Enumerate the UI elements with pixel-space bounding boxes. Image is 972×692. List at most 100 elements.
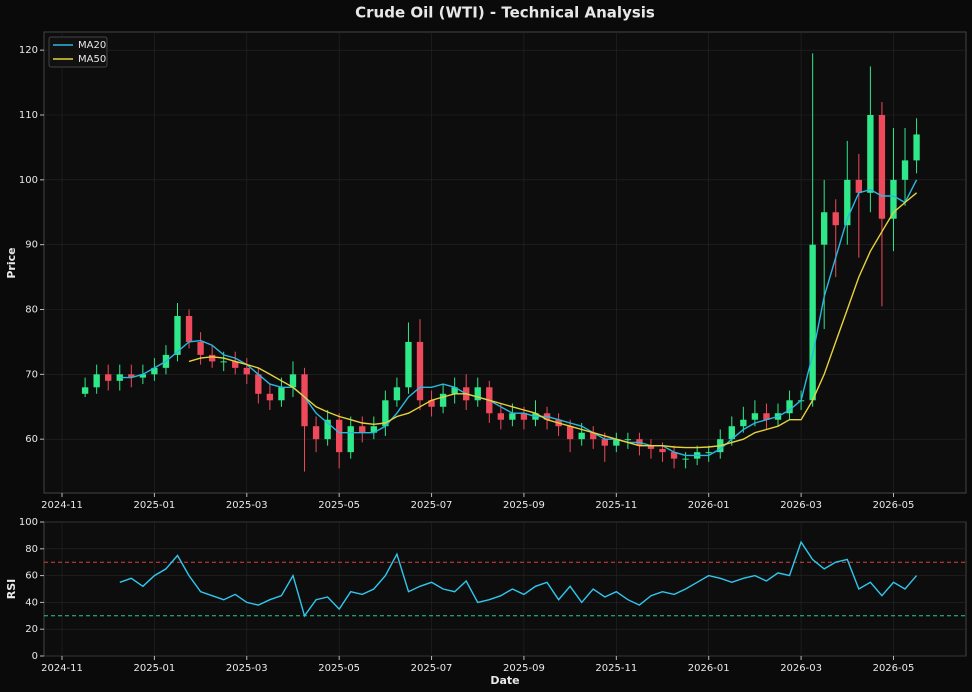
candle-body bbox=[601, 439, 608, 446]
legend-label: MA20 bbox=[78, 40, 106, 51]
candle-body bbox=[520, 413, 528, 420]
y-tick-label: 120 bbox=[19, 45, 38, 56]
candle-body bbox=[151, 367, 158, 375]
x-tick-label: 2024-11 bbox=[41, 663, 83, 674]
candle-body bbox=[359, 426, 366, 433]
candle-body bbox=[763, 413, 770, 420]
x-tick-label: 2026-05 bbox=[873, 663, 915, 674]
candle-body bbox=[278, 387, 285, 401]
candle-body bbox=[844, 179, 851, 226]
candle-body bbox=[451, 387, 458, 394]
y-axis-label: RSI bbox=[5, 579, 18, 600]
candle-body bbox=[497, 413, 505, 420]
candle-body bbox=[705, 452, 712, 454]
x-tick-label: 2026-03 bbox=[780, 663, 822, 674]
candle-body bbox=[878, 114, 886, 219]
x-tick-label: 2026-01 bbox=[688, 500, 730, 511]
y-tick-label: 100 bbox=[19, 517, 38, 528]
x-tick-label: 2025-09 bbox=[503, 663, 545, 674]
candle-body bbox=[324, 419, 331, 440]
candle-body bbox=[867, 114, 874, 193]
candle-body bbox=[105, 374, 112, 381]
candle-body bbox=[232, 361, 239, 368]
candle-body bbox=[208, 354, 216, 362]
y-tick-label: 90 bbox=[25, 240, 38, 251]
x-tick-label: 2026-01 bbox=[688, 663, 730, 674]
candle-body bbox=[382, 400, 389, 427]
legend-label: MA50 bbox=[78, 54, 106, 65]
x-tick-label: 2025-01 bbox=[134, 500, 176, 511]
x-tick-label: 2026-05 bbox=[873, 500, 915, 511]
candle-body bbox=[220, 361, 227, 363]
x-tick-label: 2025-05 bbox=[318, 500, 360, 511]
candle-body bbox=[439, 393, 447, 407]
candle-body bbox=[578, 432, 585, 440]
candle-body bbox=[590, 432, 597, 440]
candle-body bbox=[751, 413, 759, 420]
x-tick-label: 2025-03 bbox=[226, 500, 268, 511]
x-axis-label: Date bbox=[490, 674, 519, 687]
candle-body bbox=[289, 374, 297, 388]
x-tick-label: 2025-09 bbox=[503, 500, 545, 511]
candle-body bbox=[81, 387, 89, 394]
y-tick-label: 20 bbox=[25, 624, 38, 635]
candle-body bbox=[509, 413, 516, 420]
candle-body bbox=[474, 387, 481, 401]
candle-body bbox=[890, 179, 897, 219]
y-tick-label: 110 bbox=[19, 110, 38, 121]
chart-title: Crude Oil (WTI) - Technical Analysis bbox=[355, 4, 655, 22]
candle-body bbox=[728, 426, 735, 440]
x-tick-label: 2025-11 bbox=[595, 500, 637, 511]
line bbox=[119, 179, 918, 457]
candle-body bbox=[405, 341, 412, 388]
candle-body bbox=[832, 212, 839, 226]
candle-body bbox=[139, 374, 147, 378]
candle-body bbox=[809, 244, 816, 401]
candle-body bbox=[301, 374, 308, 427]
candle-body bbox=[312, 426, 320, 440]
y-tick-label: 100 bbox=[19, 175, 38, 186]
candle-body bbox=[786, 400, 793, 414]
candle-body bbox=[335, 419, 343, 453]
line bbox=[188, 192, 918, 449]
candle-body bbox=[821, 212, 828, 245]
x-tick-label: 2025-01 bbox=[134, 663, 176, 674]
y-tick-label: 0 bbox=[32, 651, 38, 662]
y-axis-label: Price bbox=[5, 247, 18, 278]
candle-body bbox=[255, 374, 262, 394]
candle-body bbox=[855, 179, 863, 193]
x-tick-label: 2025-05 bbox=[318, 663, 360, 674]
x-tick-label: 2024-11 bbox=[41, 500, 83, 511]
candle-body bbox=[624, 439, 632, 441]
candle-body bbox=[128, 374, 135, 378]
candle-body bbox=[197, 341, 204, 355]
y-tick-label: 70 bbox=[25, 369, 38, 380]
candle-body bbox=[428, 400, 435, 407]
candle-body bbox=[647, 445, 655, 449]
candle-body bbox=[740, 419, 747, 427]
x-tick-label: 2026-03 bbox=[780, 500, 822, 511]
x-tick-label: 2025-07 bbox=[411, 663, 453, 674]
candle-body bbox=[613, 439, 620, 446]
candle-body bbox=[370, 426, 377, 433]
candle-body bbox=[93, 374, 100, 388]
plot-area bbox=[43, 521, 967, 657]
candle-body bbox=[670, 452, 678, 459]
candle-body bbox=[347, 426, 354, 453]
y-tick-label: 80 bbox=[25, 305, 38, 316]
candle-body bbox=[416, 341, 424, 401]
line bbox=[119, 540, 918, 618]
candle-body bbox=[566, 426, 574, 440]
x-tick-label: 2025-03 bbox=[226, 663, 268, 674]
y-tick-label: 40 bbox=[25, 597, 38, 608]
candle-body bbox=[266, 393, 274, 401]
candle-body bbox=[174, 315, 181, 355]
plot-area bbox=[43, 31, 967, 494]
y-tick-label: 60 bbox=[25, 571, 38, 582]
candle-body bbox=[116, 374, 123, 381]
candle-body bbox=[901, 160, 909, 180]
candle-body bbox=[682, 458, 689, 460]
candle-body bbox=[913, 134, 920, 161]
candle-body bbox=[243, 367, 250, 375]
